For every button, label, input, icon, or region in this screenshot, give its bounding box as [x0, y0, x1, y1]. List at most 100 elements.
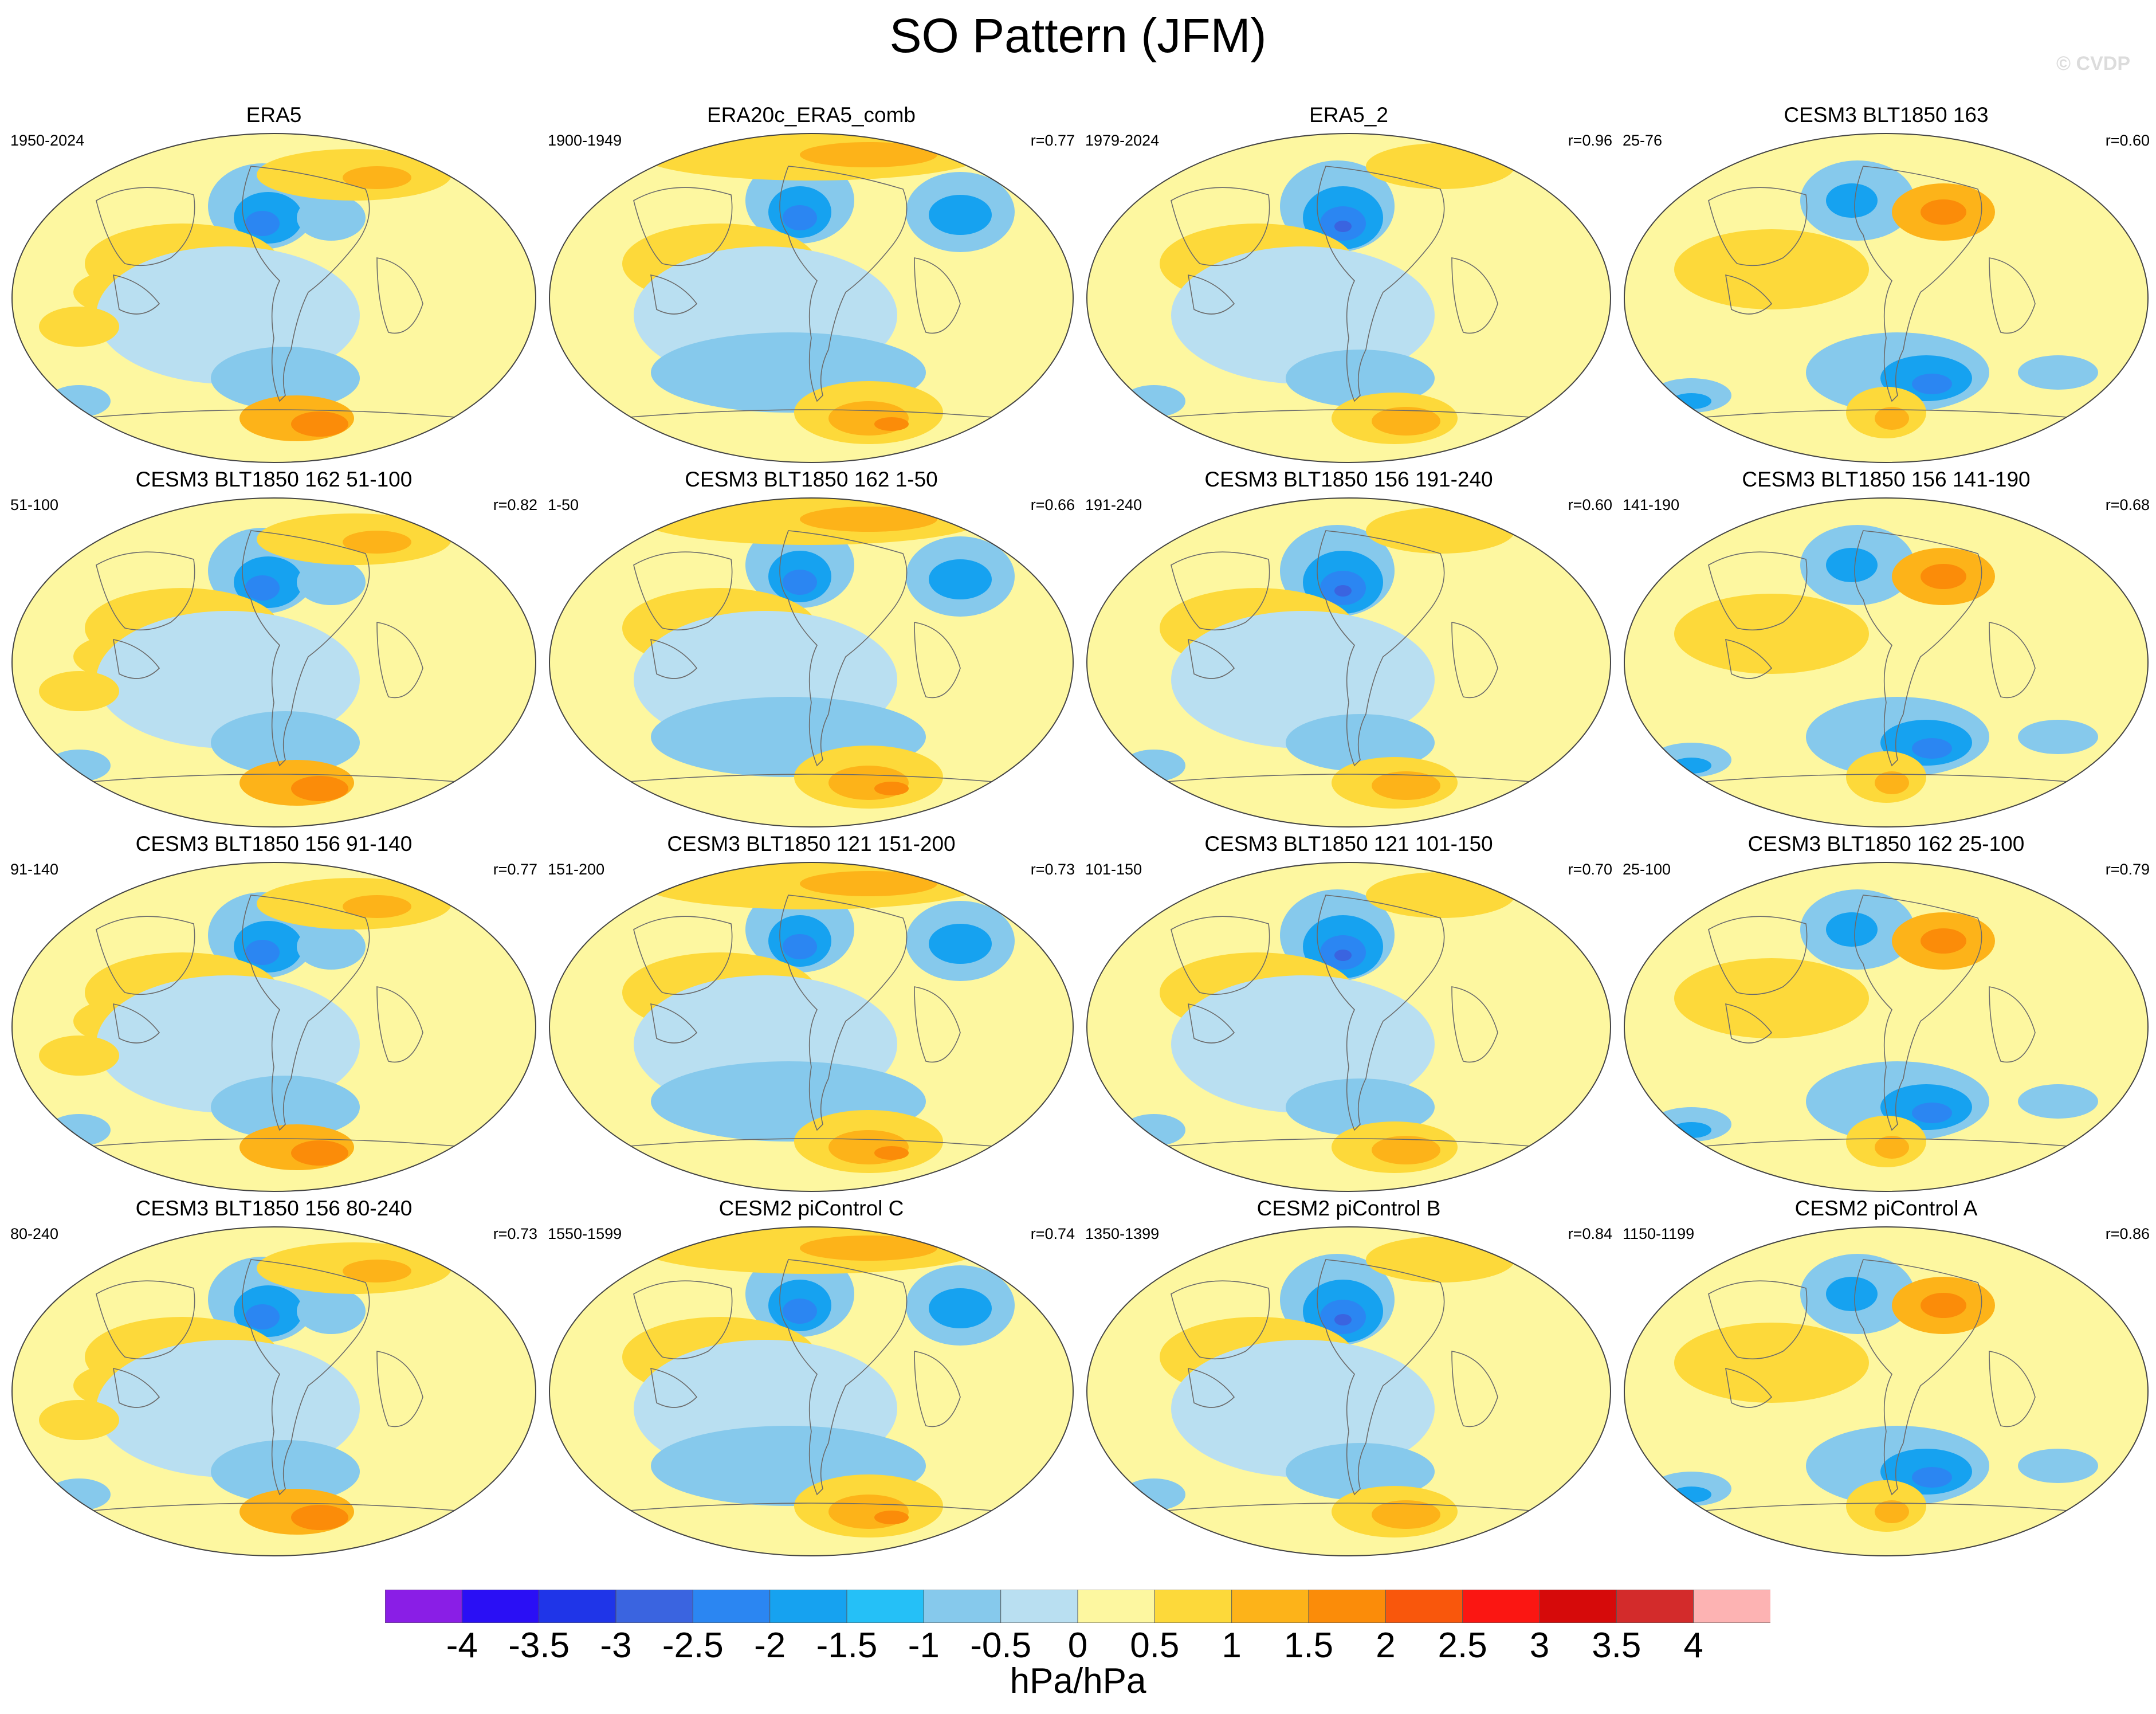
anomaly-contour [1875, 1136, 1909, 1159]
anomaly-contour [211, 1440, 360, 1503]
colorbar-tick-label: -2 [754, 1626, 786, 1665]
colorbar-swatch [1539, 1590, 1617, 1623]
panel-period: 1979-2024 [1085, 132, 1160, 149]
coastline [616, 1503, 1007, 1512]
anomaly-contour [1334, 585, 1352, 597]
anomaly-contour [2018, 1449, 2098, 1483]
panel-title: CESM3 BLT1850 162 25-100 [1747, 832, 2025, 856]
panel-title: CESM3 BLT1850 162 51-100 [135, 468, 413, 491]
anomaly-contour [211, 1076, 360, 1139]
map-outline [1086, 133, 1611, 463]
coastline [779, 166, 908, 402]
colorbar-swatch [539, 1590, 616, 1623]
anomaly-contour [245, 575, 280, 601]
anomaly-contour [1171, 975, 1435, 1113]
panel-period: 101-150 [1085, 861, 1142, 878]
coastline [1153, 409, 1544, 419]
map-panel: CESM2 piControl A 1150-1199 r=0.86 [1623, 1197, 2150, 1558]
anomaly-contour [783, 934, 817, 959]
coastline [78, 1138, 469, 1148]
anomaly-contour [211, 347, 360, 410]
anomaly-contour [1875, 407, 1909, 430]
map-panel: CESM3 BLT1850 156 141-190 141-190 r=0.68 [1623, 468, 2150, 829]
colorbar-swatch [1462, 1590, 1540, 1623]
panel-period: 1350-1399 [1085, 1225, 1160, 1242]
anomaly-contour [297, 559, 366, 605]
anomaly-map [1624, 1226, 2149, 1556]
colorbar-swatch [1154, 1590, 1232, 1623]
anomaly-contour [1826, 912, 1878, 947]
anomaly-contour [1286, 350, 1435, 407]
colorbar-swatch [461, 1590, 540, 1623]
panel-period: 1550-1599 [548, 1225, 622, 1242]
map-panel: ERA20c_ERA5_comb 1900-1949 r=0.77 [548, 103, 1075, 464]
panel-correlation: r=0.60 [1568, 496, 1612, 513]
coastline [78, 1503, 469, 1512]
anomaly-contour [291, 1505, 348, 1530]
anomaly-contour [800, 871, 937, 896]
coastline [650, 1003, 698, 1044]
anomaly-contour [291, 1140, 348, 1166]
coastline [242, 530, 370, 767]
coastline [96, 1280, 195, 1360]
coastline [1451, 257, 1498, 334]
colorbar-swatch [846, 1590, 925, 1623]
anomaly-map [1624, 133, 2149, 463]
panel-title: CESM2 piControl B [1256, 1197, 1441, 1220]
anomaly-map [549, 497, 1074, 827]
coastline [1708, 916, 1808, 995]
anomaly-contour [874, 417, 909, 431]
anomaly-contour [1171, 611, 1435, 748]
coastline [1691, 1503, 2082, 1512]
colorbar-swatch [1308, 1590, 1387, 1623]
panel-title: CESM3 BLT1850 163 [1784, 103, 1989, 127]
colorbar-swatch [1077, 1590, 1156, 1623]
coastline [1691, 1138, 2082, 1148]
colorbar-tick-label: -0.5 [970, 1626, 1032, 1665]
colorbar-tick-label: 1.5 [1283, 1626, 1334, 1665]
map-outline [549, 1226, 1074, 1556]
anomaly-contour [1921, 928, 1966, 954]
panel-period: 25-76 [1623, 132, 1663, 149]
anomaly-contour [1671, 758, 1711, 774]
anomaly-contour [783, 570, 817, 595]
coastline [96, 551, 195, 631]
coastline [633, 551, 733, 631]
coastline [1317, 530, 1445, 767]
anomaly-contour [1366, 143, 1515, 189]
coastline [1691, 409, 2082, 419]
anomaly-contour [245, 940, 280, 965]
map-outline [549, 862, 1074, 1192]
anomaly-contour [343, 166, 411, 189]
anomaly-contour [211, 711, 360, 774]
anomaly-contour [297, 924, 366, 970]
colorbar-tick-label: 0 [1067, 1626, 1088, 1665]
colorbar-tick-label: -4 [446, 1626, 478, 1665]
coastline [376, 1351, 423, 1427]
anomaly-contour [1286, 1443, 1435, 1500]
colorbar-swatch [1231, 1590, 1309, 1623]
anomaly-contour [291, 776, 348, 801]
panel-correlation: r=0.96 [1568, 132, 1612, 149]
anomaly-contour [1334, 950, 1352, 961]
coastline [1451, 1351, 1498, 1427]
coastline [633, 916, 733, 995]
map-panel: CESM3 BLT1850 121 151-200 151-200 r=0.73 [548, 832, 1075, 1193]
anomaly-map [1086, 497, 1611, 827]
anomaly-contour [874, 1146, 909, 1160]
anomaly-contour [800, 1236, 937, 1261]
panel-period: 91-140 [10, 861, 59, 878]
coastline [616, 409, 1007, 419]
anomaly-contour [1366, 1237, 1515, 1282]
panel-title: CESM3 BLT1850 121 151-200 [667, 832, 956, 856]
colorbar-tick-label: 1 [1222, 1626, 1242, 1665]
anomaly-map [1624, 862, 2149, 1192]
map-outline [11, 862, 536, 1192]
coastline [1989, 1351, 2036, 1427]
panel-period: 151-200 [548, 861, 605, 878]
coastline [779, 530, 908, 767]
coastline [633, 1280, 733, 1360]
coastline [616, 1138, 1007, 1148]
colorbar-swatch [1000, 1590, 1078, 1623]
anomaly-contour [2018, 355, 2098, 390]
